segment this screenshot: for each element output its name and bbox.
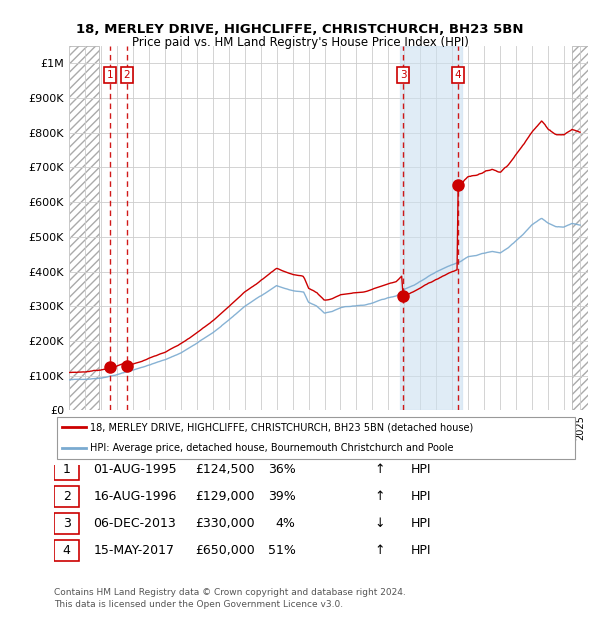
Text: 2: 2	[62, 490, 71, 503]
Text: £330,000: £330,000	[196, 517, 256, 530]
Text: ↓: ↓	[374, 517, 385, 530]
Text: HPI: HPI	[411, 490, 431, 503]
Text: 51%: 51%	[268, 544, 296, 557]
Text: HPI: HPI	[411, 544, 431, 557]
Text: 1: 1	[107, 70, 113, 80]
Text: 2: 2	[124, 70, 130, 80]
Text: ↑: ↑	[374, 463, 385, 476]
Text: 01-AUG-1995: 01-AUG-1995	[94, 463, 177, 476]
Text: HPI: HPI	[411, 463, 431, 476]
FancyBboxPatch shape	[54, 459, 79, 481]
Text: 15-MAY-2017: 15-MAY-2017	[94, 544, 175, 557]
Text: 06-DEC-2013: 06-DEC-2013	[94, 517, 176, 530]
Text: 4: 4	[455, 70, 461, 80]
Text: 3: 3	[400, 70, 406, 80]
Bar	[400, 46, 462, 410]
Text: 18, MERLEY DRIVE, HIGHCLIFFE, CHRISTCHURCH, BH23 5BN (detached house): 18, MERLEY DRIVE, HIGHCLIFFE, CHRISTCHUR…	[90, 422, 473, 433]
Text: 18, MERLEY DRIVE, HIGHCLIFFE, CHRISTCHURCH, BH23 5BN: 18, MERLEY DRIVE, HIGHCLIFFE, CHRISTCHUR…	[76, 23, 524, 36]
Text: £124,500: £124,500	[196, 463, 255, 476]
Text: HPI: HPI	[411, 517, 431, 530]
Text: 1: 1	[62, 463, 71, 476]
Text: 36%: 36%	[268, 463, 296, 476]
FancyBboxPatch shape	[54, 539, 79, 561]
Bar	[572, 46, 588, 410]
Text: Contains HM Land Registry data © Crown copyright and database right 2024.
This d: Contains HM Land Registry data © Crown c…	[54, 588, 406, 609]
Text: ↑: ↑	[374, 490, 385, 503]
Text: £129,000: £129,000	[196, 490, 255, 503]
Text: 4: 4	[62, 544, 71, 557]
Text: 39%: 39%	[268, 490, 296, 503]
Text: HPI: Average price, detached house, Bournemouth Christchurch and Poole: HPI: Average price, detached house, Bour…	[90, 443, 453, 453]
Text: ↑: ↑	[374, 544, 385, 557]
Text: 16-AUG-1996: 16-AUG-1996	[94, 490, 177, 503]
FancyBboxPatch shape	[54, 513, 79, 534]
Text: Price paid vs. HM Land Registry's House Price Index (HPI): Price paid vs. HM Land Registry's House …	[131, 36, 469, 49]
Text: £650,000: £650,000	[196, 544, 256, 557]
Text: 4%: 4%	[275, 517, 296, 530]
Bar	[69, 46, 100, 410]
Text: 3: 3	[62, 517, 71, 530]
FancyBboxPatch shape	[56, 417, 575, 459]
FancyBboxPatch shape	[54, 485, 79, 507]
